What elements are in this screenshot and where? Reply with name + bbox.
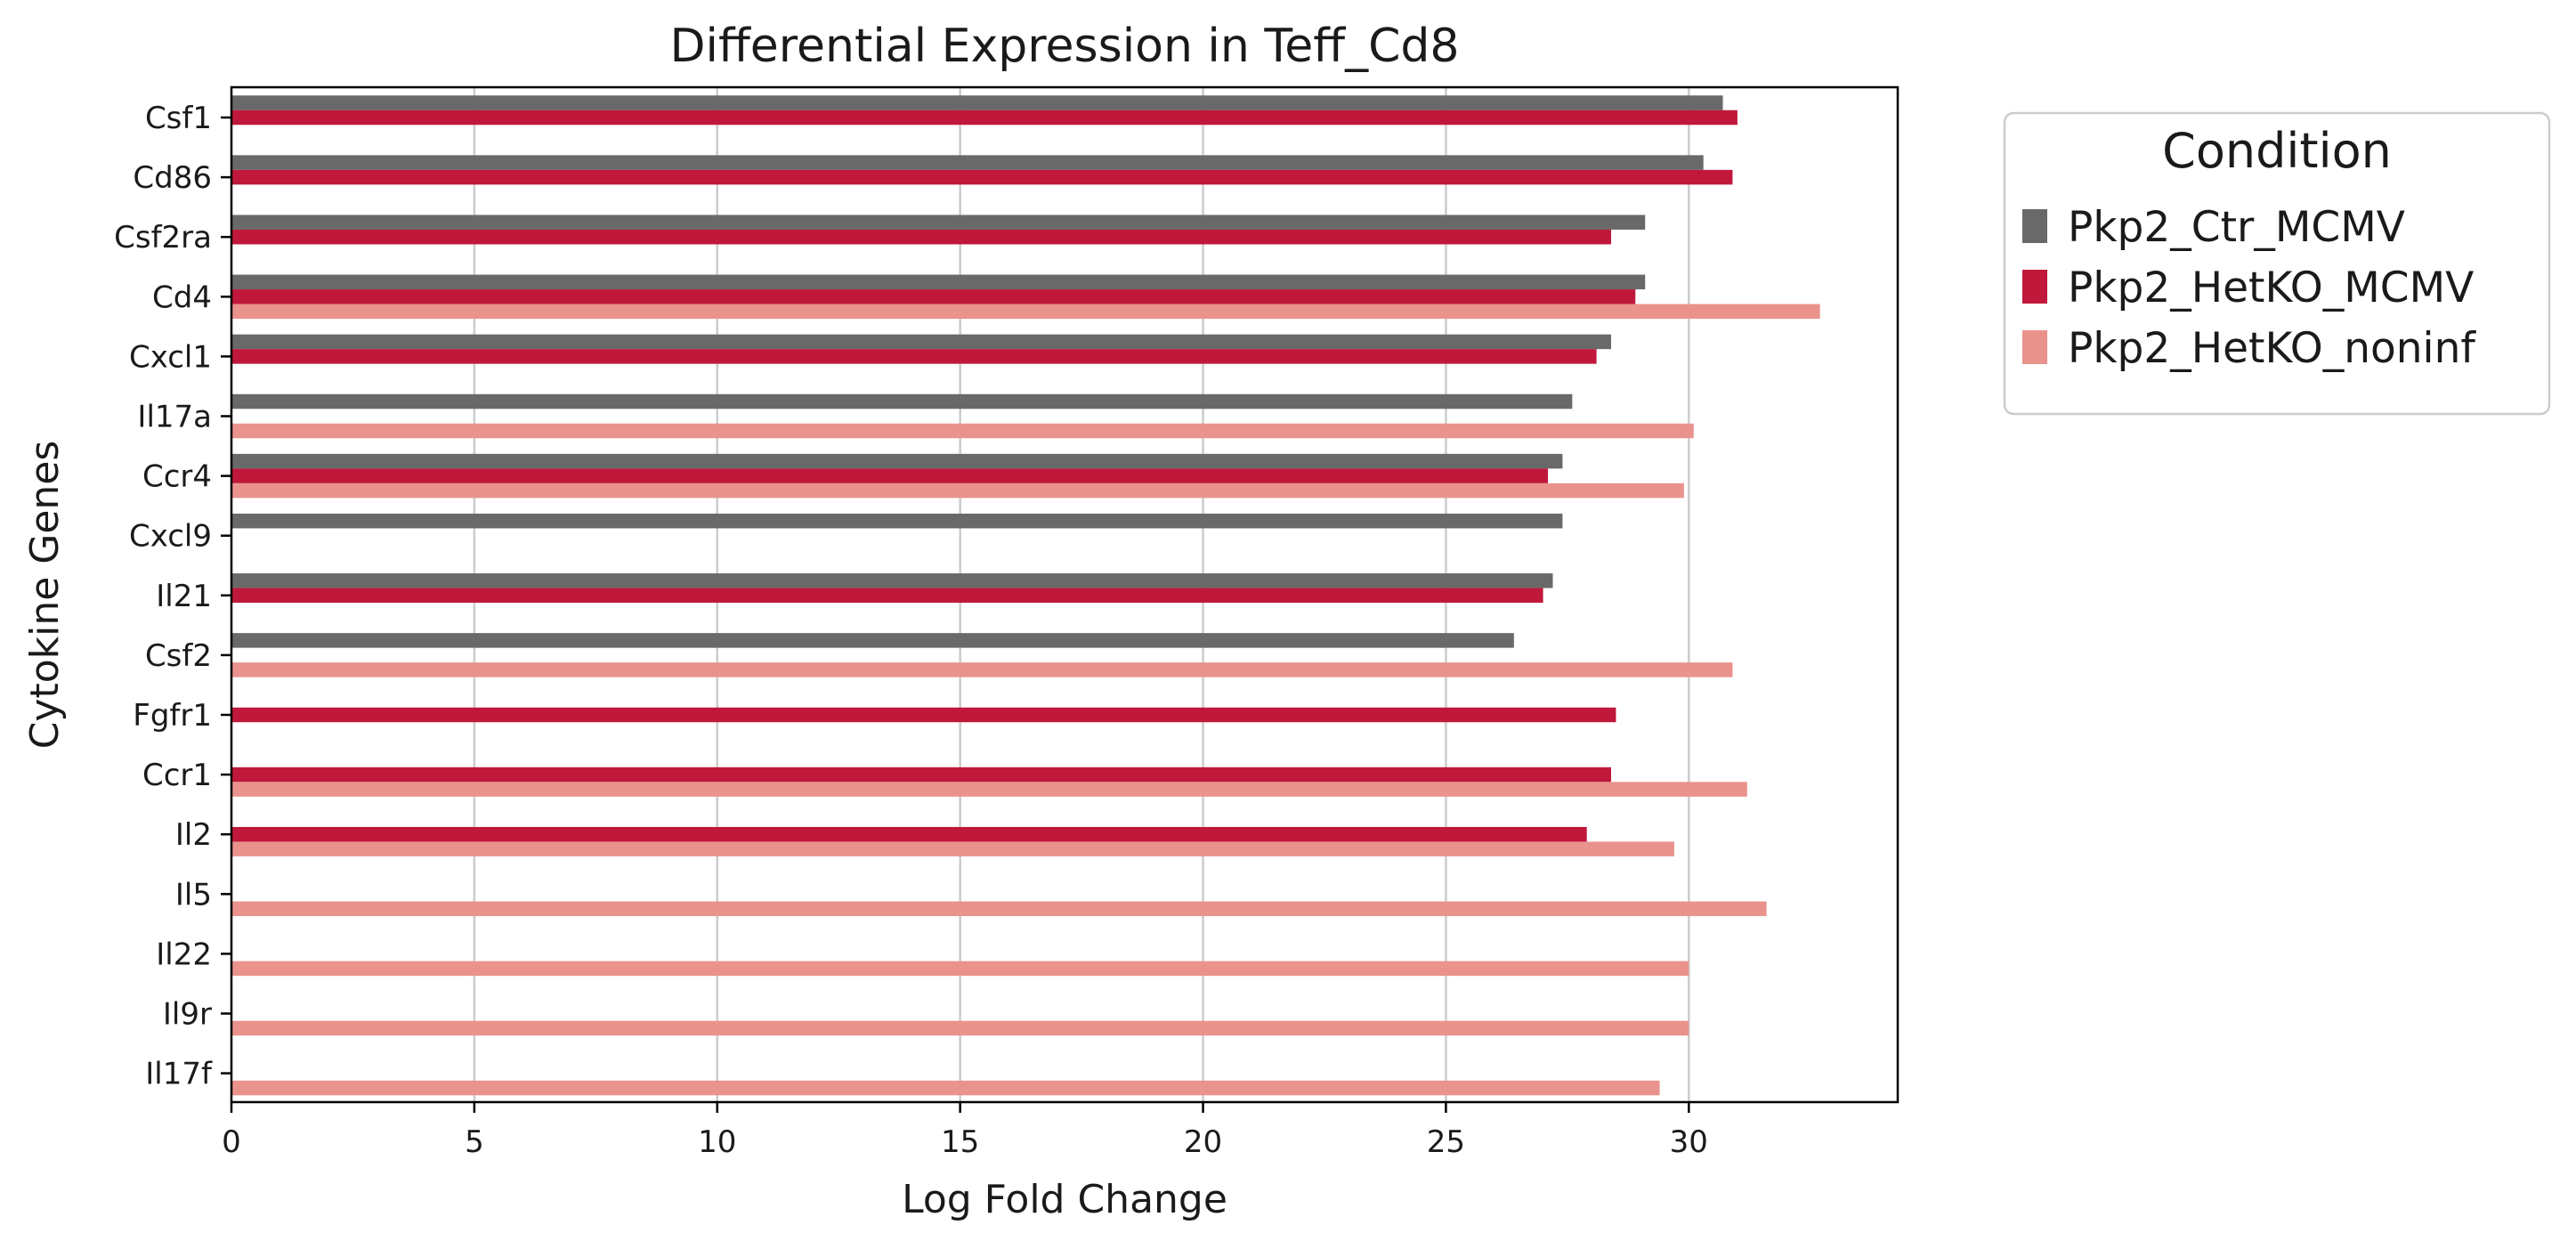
bar <box>231 707 1616 723</box>
y-axis-ticks: Csf1 Cd86 Csf2ra Cd4 Cxcl1 Il17a Ccr4 Cxcl9 Il21… <box>114 101 231 1092</box>
y-tick-label: Csf1 <box>145 101 212 136</box>
y-tick-label: Il17a <box>137 400 212 435</box>
bar <box>231 334 1611 350</box>
legend-items: Pkp2_Ctr_MCMV Pkp2_HetKO_MCMV Pkp2_HetKO_n… <box>2022 203 2476 373</box>
bar <box>231 289 1636 304</box>
x-tick-label: 30 <box>1670 1124 1708 1160</box>
bar <box>231 826 1587 842</box>
bar <box>231 349 1597 364</box>
y-tick-label: Il22 <box>156 937 212 972</box>
x-tick-label: 20 <box>1184 1124 1222 1160</box>
bar <box>231 766 1611 783</box>
bar <box>231 1080 1660 1096</box>
bar <box>231 468 1549 483</box>
x-tick-label: 5 <box>465 1124 484 1160</box>
y-tick-label: Il21 <box>156 579 212 614</box>
legend-box <box>2003 111 2551 416</box>
bar <box>231 453 1563 469</box>
y-tick-label: Il2 <box>175 817 212 853</box>
x-tick-label: 25 <box>1427 1124 1465 1160</box>
bar <box>231 274 1646 290</box>
x-axis-label: Log Fold Change <box>902 1177 1227 1222</box>
bar <box>231 423 1694 439</box>
bar <box>231 513 1563 529</box>
y-tick-label: Csf2ra <box>114 220 212 255</box>
y-tick-label: Ccr4 <box>142 459 212 495</box>
x-axis-ticks: 0 5 10 15 20 25 30 <box>222 1102 1708 1160</box>
bars <box>231 95 1820 1096</box>
y-tick-label: Cd4 <box>152 280 212 315</box>
bar <box>231 841 1674 856</box>
x-tick-label: 10 <box>698 1124 736 1160</box>
bar <box>231 215 1646 230</box>
y-tick-label: Il17f <box>145 1057 213 1092</box>
bar <box>231 782 1747 797</box>
y-tick-label: Fgfr1 <box>133 698 212 734</box>
bar <box>231 961 1689 977</box>
legend-swatch <box>2022 330 2047 364</box>
bar <box>231 1020 1689 1036</box>
bar <box>231 95 1723 110</box>
bar <box>231 155 1704 170</box>
legend-label: Pkp2_HetKO_MCMV <box>2068 264 2474 312</box>
y-tick-label: Ccr1 <box>142 758 212 793</box>
bar <box>231 304 1820 320</box>
legend-swatch <box>2022 270 2047 304</box>
bar <box>231 662 1733 677</box>
y-tick-label: Cd86 <box>133 160 212 196</box>
legend-swatch <box>2022 209 2047 243</box>
y-tick-label: Il9r <box>163 997 212 1033</box>
legend: Condition Pkp2_Ctr_MCMVPkp2_HetKO_MCMVPk… <box>2003 111 2551 416</box>
x-tick-label: 0 <box>222 1124 241 1160</box>
chart-title: Differential Expression in Teff_Cd8 <box>669 20 1459 73</box>
legend-title: Condition <box>2162 123 2392 179</box>
bar <box>231 483 1684 499</box>
x-tick-label: 15 <box>941 1124 979 1160</box>
bar <box>231 169 1733 185</box>
bar <box>231 109 1738 126</box>
bar <box>231 573 1553 588</box>
y-tick-label: Csf2 <box>145 638 212 674</box>
y-axis-label: Cytokine Genes <box>22 441 68 750</box>
bar <box>231 393 1573 410</box>
y-tick-label: Cxcl9 <box>129 519 212 555</box>
y-tick-label: Il5 <box>175 877 212 912</box>
legend-label: Pkp2_HetKO_noninf <box>2068 324 2476 373</box>
bar <box>231 901 1767 917</box>
legend-label: Pkp2_Ctr_MCMV <box>2068 203 2405 252</box>
bar <box>231 229 1611 245</box>
bar <box>231 588 1543 604</box>
y-tick-label: Cxcl1 <box>129 339 212 375</box>
bar <box>231 633 1514 648</box>
